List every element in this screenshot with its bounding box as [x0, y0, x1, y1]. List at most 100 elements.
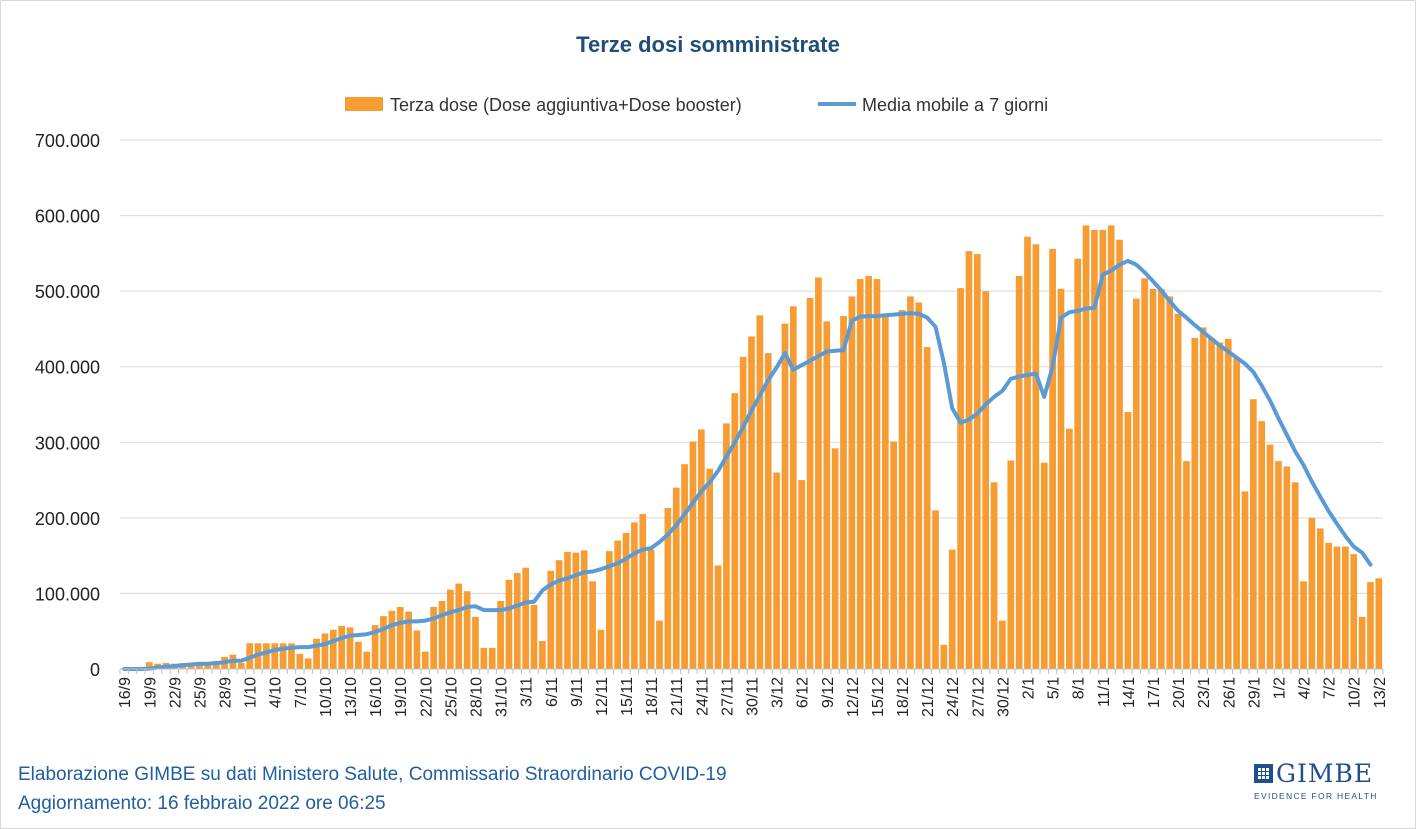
moving-average-series — [122, 258, 1373, 671]
bar — [1049, 248, 1056, 669]
bar — [664, 508, 672, 669]
x-tick-label: 30/11 — [745, 677, 762, 716]
bar — [564, 551, 571, 669]
x-tick-label: 27/12 — [970, 677, 987, 717]
x-tick-label: 13/2 — [1372, 677, 1389, 708]
bar — [731, 393, 739, 669]
bar — [622, 532, 630, 669]
bar — [1174, 313, 1182, 669]
bar — [463, 591, 471, 669]
bar — [773, 472, 780, 669]
bar — [714, 565, 722, 669]
bar — [605, 551, 613, 669]
update-timestamp: Aggiornamento: 16 febbraio 2022 ore 06:2… — [18, 793, 386, 814]
bar — [1074, 258, 1082, 669]
bar — [271, 643, 279, 669]
y-tick-label: 300.000 — [35, 433, 100, 453]
bar — [145, 662, 153, 669]
x-tick-label: 12/12 — [845, 677, 862, 717]
bar — [1233, 358, 1240, 669]
x-tick-label: 22/10 — [418, 677, 435, 717]
bar — [1141, 278, 1148, 669]
bar — [865, 276, 872, 669]
x-tick-label: 18/12 — [895, 677, 912, 717]
bar — [689, 441, 697, 669]
bar — [212, 662, 220, 669]
bar — [1007, 460, 1015, 669]
bar — [472, 616, 479, 669]
bar — [329, 629, 337, 669]
x-tick-label: 3/11 — [519, 677, 536, 707]
bar — [1107, 225, 1115, 669]
x-tick-label: 22/9 — [167, 677, 184, 708]
bar — [631, 522, 638, 669]
bar — [999, 620, 1006, 669]
x-tick-label: 15/12 — [870, 677, 887, 717]
bar — [321, 633, 329, 669]
bar — [1132, 298, 1140, 669]
bar — [355, 641, 362, 669]
x-tick-label: 24/12 — [945, 677, 962, 717]
bar — [1342, 546, 1349, 669]
bar — [656, 620, 663, 669]
x-tick-label: 19/9 — [142, 677, 159, 708]
footer: Elaborazione GIMBE su dati Ministero Sal… — [18, 760, 727, 818]
x-tick-label: 16/10 — [368, 677, 385, 717]
bar — [380, 616, 387, 669]
bar — [396, 607, 404, 669]
y-tick-label: 400.000 — [35, 358, 100, 378]
x-tick-label: 5/1 — [1046, 677, 1063, 699]
source-credit: Elaborazione GIMBE su dati Ministero Sal… — [18, 764, 727, 785]
bar — [831, 448, 839, 669]
bar — [455, 583, 463, 669]
bar — [973, 254, 981, 669]
bar — [1091, 229, 1098, 669]
bar — [748, 336, 755, 669]
y-tick-label: 0 — [90, 660, 100, 680]
bar — [597, 629, 605, 669]
bar — [1241, 491, 1249, 669]
bar — [1333, 546, 1341, 669]
bar — [497, 600, 504, 669]
bar — [932, 510, 939, 669]
bar — [363, 651, 371, 669]
bar — [639, 514, 647, 669]
x-tick-label: 19/10 — [393, 677, 410, 717]
bar — [288, 643, 295, 669]
x-tick-label: 4/10 — [268, 677, 285, 708]
x-tick-label: 28/9 — [218, 677, 235, 708]
bar — [890, 441, 898, 669]
bar — [1358, 616, 1366, 669]
bar — [505, 579, 513, 669]
bar-series — [120, 225, 1383, 670]
bar — [589, 581, 596, 669]
x-tick-label: 1/10 — [243, 677, 260, 708]
bar — [371, 625, 379, 669]
bar — [1375, 578, 1383, 669]
bar — [647, 549, 655, 669]
bar — [948, 549, 956, 669]
bar — [539, 641, 546, 669]
bar — [798, 480, 806, 669]
bar — [1065, 428, 1073, 669]
bar — [1266, 444, 1274, 669]
bar — [447, 589, 454, 669]
legend: Terza dose (Dose aggiuntiva+Dose booster… — [345, 95, 1048, 115]
bar — [1367, 582, 1374, 669]
y-tick-label: 100.000 — [35, 584, 100, 604]
legend-label-line: Media mobile a 7 giorni — [862, 95, 1048, 115]
bar — [923, 347, 931, 669]
bar — [530, 604, 538, 669]
x-tick-label: 28/10 — [469, 677, 486, 717]
bar — [572, 552, 580, 669]
bar — [1015, 276, 1023, 669]
x-tick-label: 21/11 — [669, 677, 686, 716]
x-tick-label: 7/10 — [293, 677, 310, 708]
y-tick-label: 500.000 — [35, 282, 100, 302]
y-axis: 0 100.000 200.000 300.000 400.000 500.000 600.… — [35, 131, 100, 680]
x-tick-label: 16/9 — [117, 677, 134, 708]
x-tick-label: 6/11 — [544, 677, 561, 707]
x-tick-label: 10/10 — [318, 677, 335, 717]
bar — [547, 570, 555, 669]
